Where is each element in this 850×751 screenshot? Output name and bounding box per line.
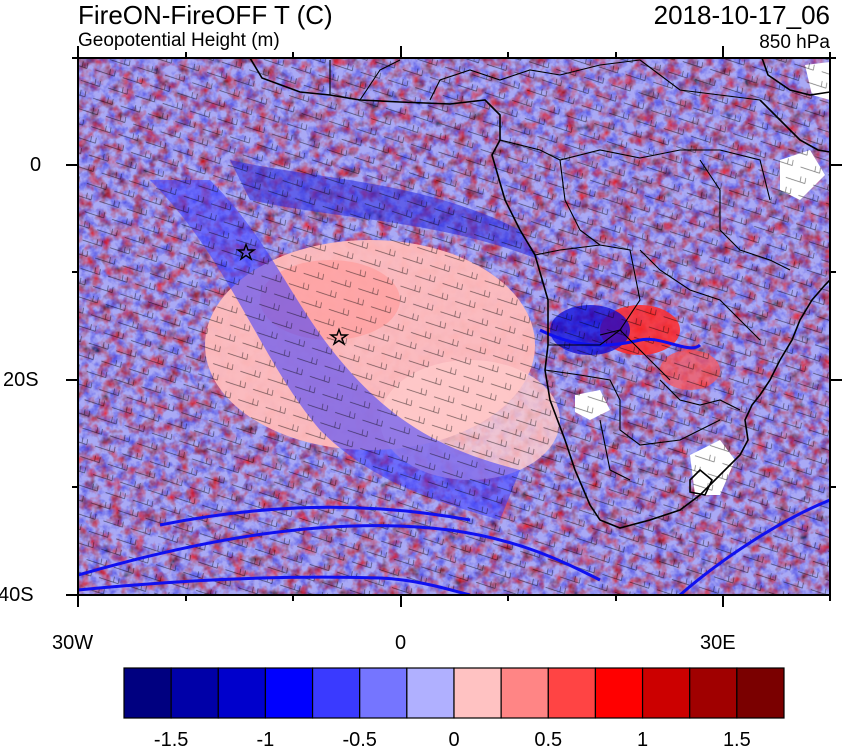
colorbar-label: 1 — [637, 729, 649, 751]
colorbar-label: 1.5 — [722, 729, 751, 751]
geopotential-contours — [78, 328, 830, 595]
colorbar — [123, 667, 785, 719]
lon-tick-label: 0 — [395, 632, 407, 654]
colorbar-label: -1.5 — [153, 729, 189, 751]
plot-title: FireON-FireOFF T (C) — [78, 0, 333, 30]
colorbar-label: 0.5 — [534, 729, 563, 751]
colorbar-swatch — [500, 667, 549, 719]
colorbar-swatch — [689, 667, 738, 719]
plot-subtitle: Geopotential Height (m) — [78, 30, 280, 51]
colorbar-swatch — [406, 667, 455, 719]
lat-tick-label: 40S — [0, 584, 34, 606]
colorbar-swatch — [547, 667, 597, 719]
colorbar-swatch — [123, 667, 172, 719]
colorbar-swatch — [217, 667, 267, 719]
lat-tick-label: 0 — [30, 154, 42, 176]
colorbar-swatch — [594, 667, 644, 719]
colorbar-swatch — [359, 667, 408, 719]
country-borders — [329, 59, 791, 481]
lon-tick-label: 30E — [700, 632, 736, 654]
colorbar-swatch — [641, 667, 691, 719]
lon-tick-label: 30W — [52, 632, 94, 654]
lat-tick-label: 20S — [3, 369, 39, 391]
colorbar-label: -1 — [256, 729, 275, 751]
colorbar-swatch — [736, 667, 785, 719]
colorbar-label: -0.5 — [342, 729, 377, 751]
star-marker — [235, 242, 257, 261]
axis-ticks — [66, 46, 842, 607]
map-panel — [78, 58, 830, 595]
coastlines — [249, 58, 830, 529]
colorbar-label: 0 — [448, 729, 460, 751]
pressure-level: 850 hPa — [759, 32, 830, 53]
colorbar-swatch — [453, 667, 502, 719]
colorbar-swatch — [170, 667, 219, 719]
map-frame — [77, 57, 831, 596]
valid-datetime: 2018-10-17_06 — [653, 0, 830, 30]
wind-barbs — [78, 58, 830, 595]
star-marker — [328, 327, 350, 346]
colorbar-swatch — [264, 667, 314, 719]
colorbar-swatch — [311, 667, 361, 719]
